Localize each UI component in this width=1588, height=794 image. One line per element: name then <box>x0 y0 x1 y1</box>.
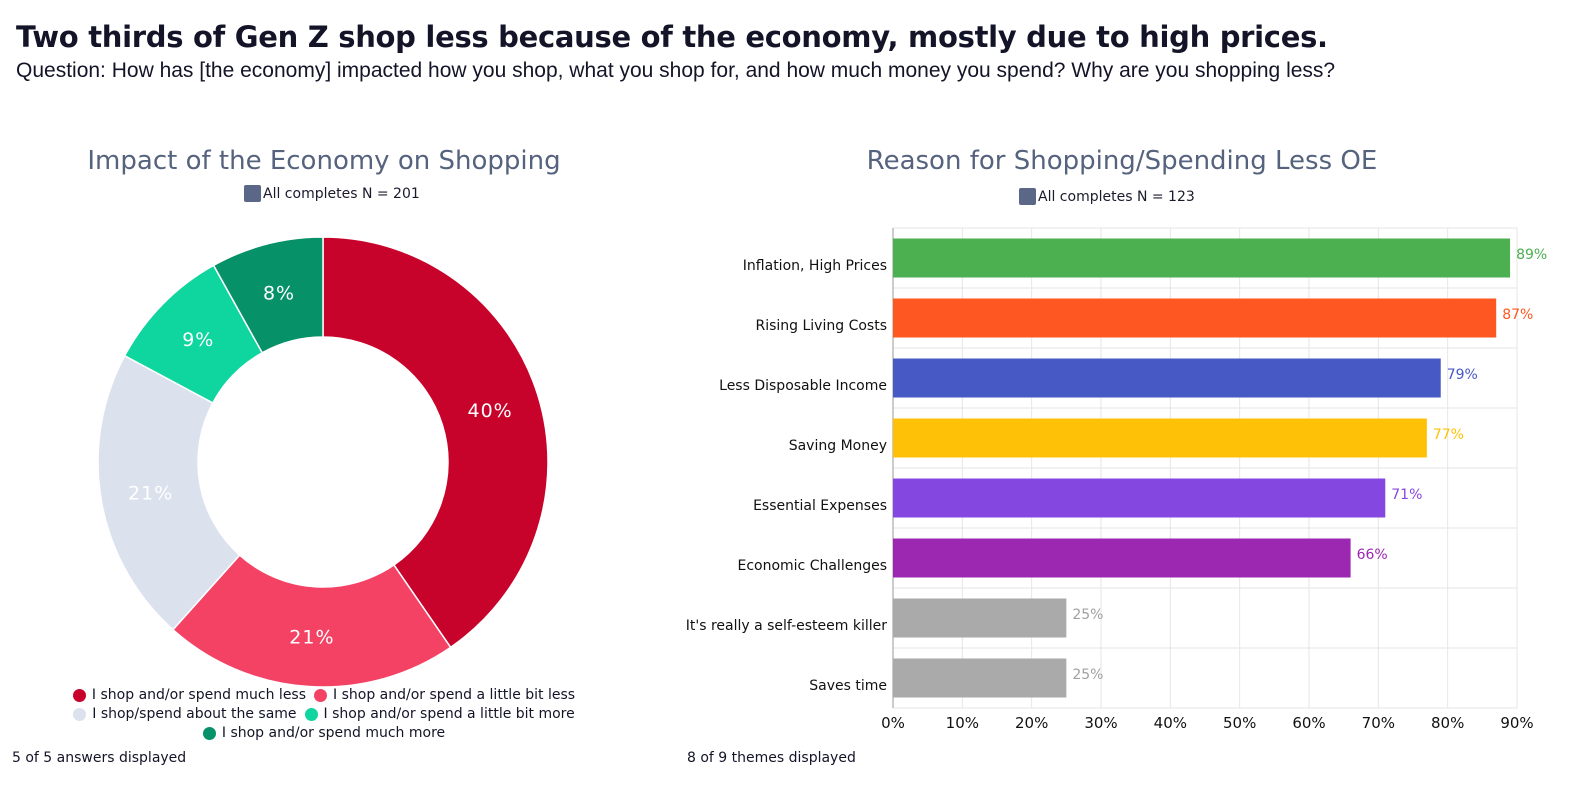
x-tick-label: 50% <box>1223 714 1256 732</box>
bar[interactable] <box>893 658 1067 698</box>
donut-slice[interactable] <box>322 236 549 649</box>
x-tick-label: 90% <box>1500 714 1533 732</box>
donut-n-legend-label: All completes N = 201 <box>263 185 420 202</box>
x-tick-label: 40% <box>1154 714 1187 732</box>
donut-legend-row: I shop/spend about the same I shop and/or… <box>0 705 648 726</box>
x-tick-label: 60% <box>1292 714 1325 732</box>
bar[interactable] <box>893 358 1441 398</box>
legend-dot-icon <box>202 726 216 740</box>
donut-legend-item[interactable]: I shop/spend about the same <box>73 705 297 723</box>
x-tick-label: 0% <box>881 714 905 732</box>
bar[interactable] <box>893 298 1497 338</box>
bar-value-label: 87% <box>1502 307 1533 323</box>
y-category-label: Economic Challenges <box>737 558 887 574</box>
y-category-label: Essential Expenses <box>753 498 887 514</box>
donut-legend: I shop and/or spend much less I shop and/… <box>0 687 648 745</box>
x-tick-label: 70% <box>1362 714 1395 732</box>
donut-legend-item[interactable]: I shop and/or spend a little bit more <box>304 705 575 723</box>
legend-swatch-icon <box>244 185 261 202</box>
bar-value-label: 25% <box>1072 607 1103 623</box>
legend-dot-icon <box>314 689 328 703</box>
donut-legend-row: I shop and/or spend much more <box>0 724 648 745</box>
question-text: Question: How has [the economy] impacted… <box>16 59 1336 82</box>
donut-slice[interactable] <box>171 554 452 688</box>
legend-dot-icon <box>304 708 318 721</box>
x-tick-label: 10% <box>946 714 979 732</box>
donut-slice[interactable] <box>97 354 241 631</box>
donut-slice-label: 40% <box>467 400 512 422</box>
y-category-label: Inflation, High Prices <box>743 258 887 274</box>
legend-dot-icon <box>73 708 87 721</box>
legend-dot-icon <box>72 689 86 703</box>
donut-slice-label: 8% <box>263 283 295 305</box>
bar[interactable] <box>893 418 1427 458</box>
donut-slice-label: 21% <box>289 627 334 649</box>
donut-slice[interactable] <box>212 236 324 354</box>
bar-n-legend-label: All completes N = 123 <box>1038 188 1195 205</box>
donut-legend-label: I shop and/or spend much more <box>221 724 446 741</box>
donut-legend-label: I shop/spend about the same <box>92 705 297 722</box>
legend-swatch-icon <box>1019 188 1036 205</box>
bar[interactable] <box>893 538 1351 578</box>
bar-value-label: 79% <box>1447 367 1478 383</box>
donut-slice-label: 21% <box>128 482 173 504</box>
bar-chart-title: Reason for Shopping/Spending Less OE <box>866 146 1378 176</box>
donut-chart-title: Impact of the Economy on Shopping <box>87 146 561 176</box>
donut-legend-label: I shop and/or spend a little bit more <box>323 705 575 722</box>
bar-footer: 8 of 9 themes displayed <box>687 750 856 766</box>
y-category-label: Saves time <box>809 678 887 694</box>
x-tick-label: 20% <box>1015 714 1048 732</box>
bar[interactable] <box>893 478 1386 518</box>
x-tick-label: 80% <box>1431 714 1464 732</box>
bar-value-label: 66% <box>1357 547 1388 563</box>
bar-value-label: 77% <box>1433 427 1464 443</box>
y-category-label: Rising Living Costs <box>755 318 887 334</box>
donut-legend-item[interactable]: I shop and/or spend a little bit less <box>314 687 576 704</box>
y-category-label: Saving Money <box>789 438 887 454</box>
donut-footer: 5 of 5 answers displayed <box>12 750 187 766</box>
donut-legend-row: I shop and/or spend much less I shop and/… <box>0 687 648 707</box>
donut-chart: 40% 21% 21% 9% 8% <box>97 236 549 688</box>
bar-value-label: 25% <box>1072 667 1103 683</box>
donut-legend-item[interactable]: I shop and/or spend much more <box>202 724 446 742</box>
donut-legend-label: I shop and/or spend much less <box>91 687 307 703</box>
donut-legend-label: I shop and/or spend a little bit less <box>333 687 576 703</box>
y-category-label: It's really a self-esteem killer <box>686 618 888 634</box>
bar[interactable] <box>893 598 1067 638</box>
bar-chart: 0% 10% 20% 30% 40% 50% 60% 70% 80% 90% Inflation, … <box>686 227 1547 732</box>
bar[interactable] <box>893 238 1511 278</box>
bar-n-legend[interactable]: All completes N = 123 <box>1019 188 1195 205</box>
donut-legend-item[interactable]: I shop and/or spend much less <box>72 687 307 704</box>
y-category-label: Less Disposable Income <box>719 378 887 394</box>
bar-value-label: 89% <box>1516 247 1547 263</box>
x-tick-label: 30% <box>1084 714 1117 732</box>
donut-n-legend[interactable]: All completes N = 201 <box>244 185 420 202</box>
bar-value-label: 71% <box>1391 487 1422 503</box>
donut-slice-label: 9% <box>182 329 214 351</box>
page-headline: Two thirds of Gen Z shop less because of… <box>16 20 1328 54</box>
